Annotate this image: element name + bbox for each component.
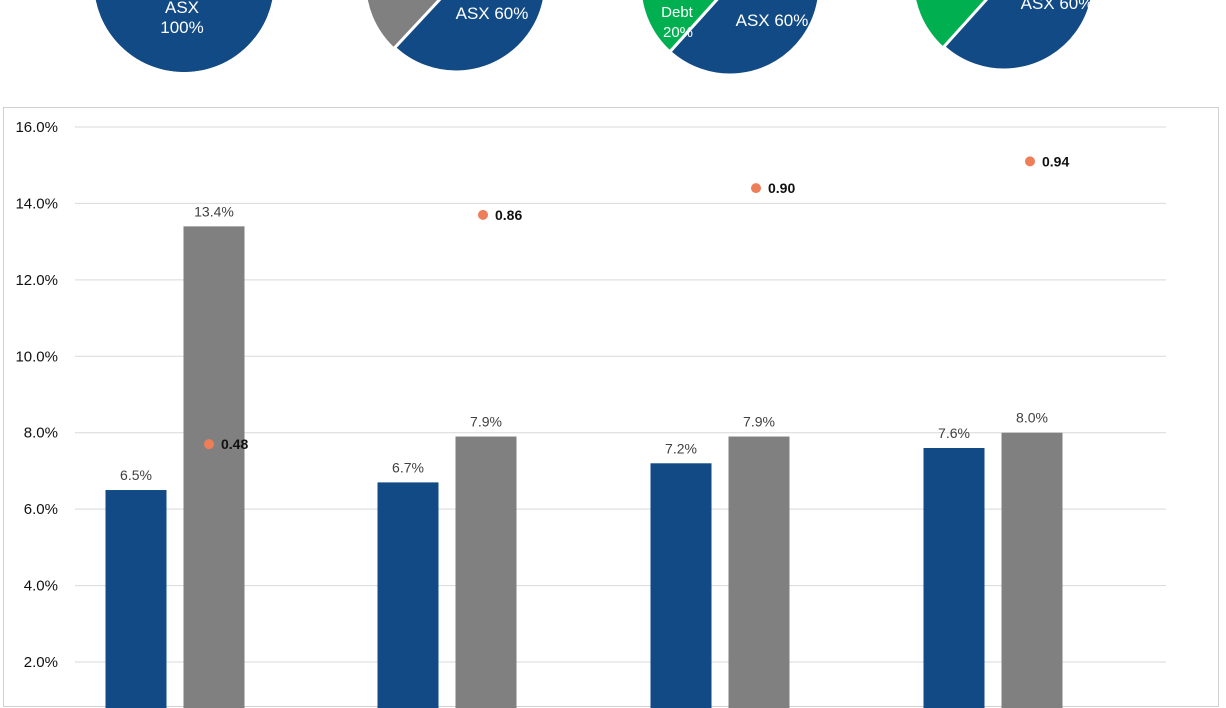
markers: 0.48 0.86 0.90 0.94 <box>204 153 1069 452</box>
bar-value-label: 6.7% <box>392 459 424 475</box>
marker-value-label: 0.94 <box>1042 153 1069 169</box>
bar-value-label: 6.5% <box>120 467 152 483</box>
pie-slice <box>95 0 273 72</box>
y-axis: 2.0% 4.0% 6.0% 8.0% 10.0% 12.0% 14.0% 16.0% <box>15 119 58 671</box>
bar-value-label: 8.0% <box>1016 410 1048 426</box>
pie-label-debt: Debt <box>661 4 694 21</box>
marker-point <box>478 209 488 220</box>
bar-grey <box>183 226 245 708</box>
y-tick-label: 14.0% <box>15 195 58 212</box>
marker-point <box>1025 156 1035 167</box>
pie-label-asx: ASX 60% <box>736 11 809 30</box>
bar-value-label: 7.6% <box>938 425 970 441</box>
bar-chart: 2.0% 4.0% 6.0% 8.0% 10.0% 12.0% 14.0% 16.0% 6.5%… <box>15 119 1166 708</box>
pie-slice <box>639 0 719 55</box>
bar-asx <box>105 490 167 708</box>
bar-value-label: 13.4% <box>194 203 234 219</box>
marker-value-label: 0.90 <box>768 180 795 196</box>
y-tick-label: 10.0% <box>15 348 58 365</box>
pie-label-asx: ASX 60% <box>1021 0 1094 13</box>
pie-slice <box>667 0 821 77</box>
y-tick-label: 4.0% <box>24 578 58 595</box>
pie-slice <box>941 0 1094 72</box>
pie-label-asx: ASX <box>165 0 199 17</box>
marker-value-label: 0.86 <box>495 207 522 223</box>
pie-chart-3 <box>639 0 821 77</box>
bar-grey <box>728 436 790 708</box>
bar-asx <box>650 463 712 708</box>
pie-value-asx: 100% <box>160 18 203 37</box>
y-tick-label: 2.0% <box>24 654 58 671</box>
pie-slice <box>392 0 546 74</box>
bar-asx <box>377 482 439 708</box>
bar-asx <box>923 448 985 708</box>
marker-point <box>204 439 214 450</box>
pie-chart-2 <box>367 0 546 74</box>
y-tick-label: 8.0% <box>24 425 58 442</box>
chart-frame: 2.0% 4.0% 6.0% 8.0% 10.0% 12.0% 14.0% 16.0% 6.5%… <box>3 107 1219 708</box>
pie-chart-4 <box>916 0 1094 72</box>
pie-chart-1 <box>95 0 273 72</box>
marker-point <box>751 183 761 194</box>
y-tick-label: 6.0% <box>24 501 58 518</box>
bar-value-label: 7.2% <box>665 440 697 456</box>
pie-label-asx: ASX 60% <box>456 4 529 23</box>
bar-value-label: 7.9% <box>470 414 502 430</box>
bar-value-label: 7.9% <box>743 414 775 430</box>
marker-value-label: 0.48 <box>221 436 248 452</box>
y-tick-label: 16.0% <box>15 119 58 136</box>
pie-value-debt: 20% <box>663 24 693 41</box>
y-tick-label: 12.0% <box>15 272 58 289</box>
bars: 6.5% 6.7% 7.2% 7.6% 13.4% 7.9% 7.9% 8.0% <box>105 203 1063 708</box>
bar-grey <box>1001 432 1063 708</box>
bar-grey <box>455 436 517 708</box>
